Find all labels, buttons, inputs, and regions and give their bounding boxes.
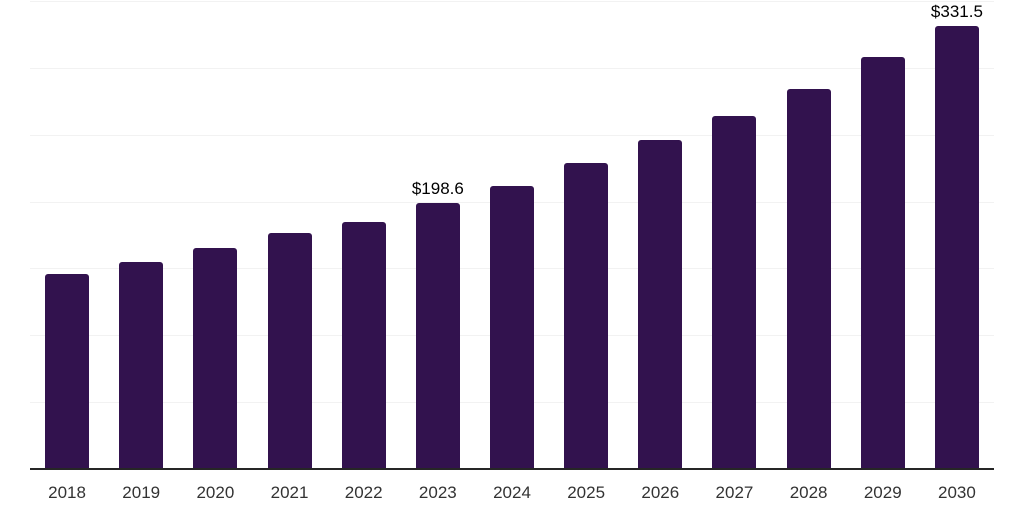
bar-2019 xyxy=(119,262,164,469)
bar-2027 xyxy=(712,115,757,469)
x-tick-label-2022: 2022 xyxy=(344,483,383,502)
x-tick-label-2024: 2024 xyxy=(493,483,531,502)
x-tick-label-2018: 2018 xyxy=(48,483,86,502)
x-tick-label-2025: 2025 xyxy=(567,483,606,502)
bar-2024 xyxy=(490,186,534,469)
bar-2022 xyxy=(341,222,386,469)
x-tick-label-2019: 2019 xyxy=(122,483,161,502)
x-tick-label-2026: 2026 xyxy=(641,483,680,502)
bar-2030 xyxy=(934,25,979,469)
x-tick-label-2028: 2028 xyxy=(789,483,828,502)
bar-value-label-2030: $331.5 xyxy=(930,1,983,21)
x-axis-line xyxy=(30,468,994,470)
bar-2026 xyxy=(638,139,683,469)
gridline xyxy=(30,67,994,69)
bar-2028 xyxy=(786,88,831,469)
gridline xyxy=(30,1,994,2)
bar-2029 xyxy=(860,56,905,469)
x-tick-label-2030: 2030 xyxy=(938,483,976,502)
bar-2021 xyxy=(267,233,312,469)
gridline xyxy=(30,134,994,136)
x-tick-label-2029: 2029 xyxy=(863,483,902,502)
x-tick-label-2027: 2027 xyxy=(715,483,754,502)
bar-value-label-2023: $198.6 xyxy=(411,179,464,199)
bar-2018 xyxy=(45,274,90,469)
bar-2023 xyxy=(415,203,460,469)
bar-2025 xyxy=(564,163,609,469)
x-tick-label-2023: 2023 xyxy=(418,483,457,502)
bar-2020 xyxy=(193,248,238,469)
x-tick-label-2020: 2020 xyxy=(196,483,235,502)
x-tick-label-2021: 2021 xyxy=(270,483,309,502)
